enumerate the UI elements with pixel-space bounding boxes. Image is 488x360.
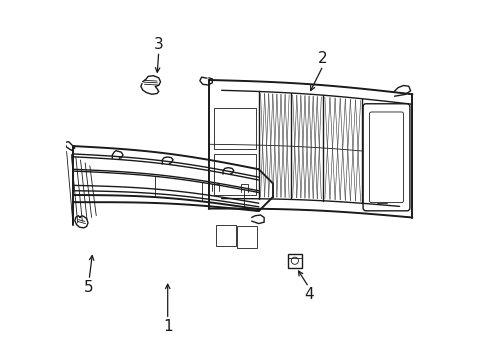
Text: 3: 3 xyxy=(154,37,163,52)
Bar xyxy=(216,225,235,246)
Bar xyxy=(237,226,257,248)
Text: 1: 1 xyxy=(163,319,172,334)
Text: 4: 4 xyxy=(304,287,313,302)
Text: 5: 5 xyxy=(84,280,94,295)
Bar xyxy=(214,108,255,149)
Bar xyxy=(287,254,301,267)
Text: 2: 2 xyxy=(318,51,327,66)
Bar xyxy=(214,154,255,195)
